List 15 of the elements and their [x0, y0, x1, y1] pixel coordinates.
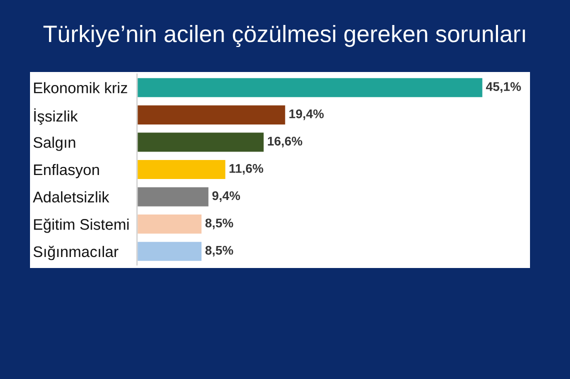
- y-tick-label: İşsizlik: [34, 108, 78, 125]
- data-label: 8,5%: [205, 246, 234, 257]
- y-tick-label: Adaletsizlik: [32, 191, 110, 202]
- data-label: 9,4%: [212, 191, 240, 202]
- y-tick-label: Eğitim Sistemi: [34, 218, 129, 233]
- y-tick-label: Salgın: [34, 136, 76, 151]
- data-label: 11,6%: [230, 164, 264, 175]
- data-label: 8,5%: [205, 218, 234, 230]
- y-tick-label: Ekonomik kriz: [34, 82, 128, 94]
- data-label: 45,1%: [486, 82, 521, 93]
- y-tick-label: Enflasyon: [34, 164, 99, 178]
- chart-title: Türkiye’nin acilen çözülmesi gereken sorunları: [43, 24, 525, 48]
- y-tick-label: Sığınmacılar: [34, 246, 118, 260]
- data-label: 19,4%: [289, 109, 324, 120]
- data-label: 16,6%: [268, 136, 302, 148]
